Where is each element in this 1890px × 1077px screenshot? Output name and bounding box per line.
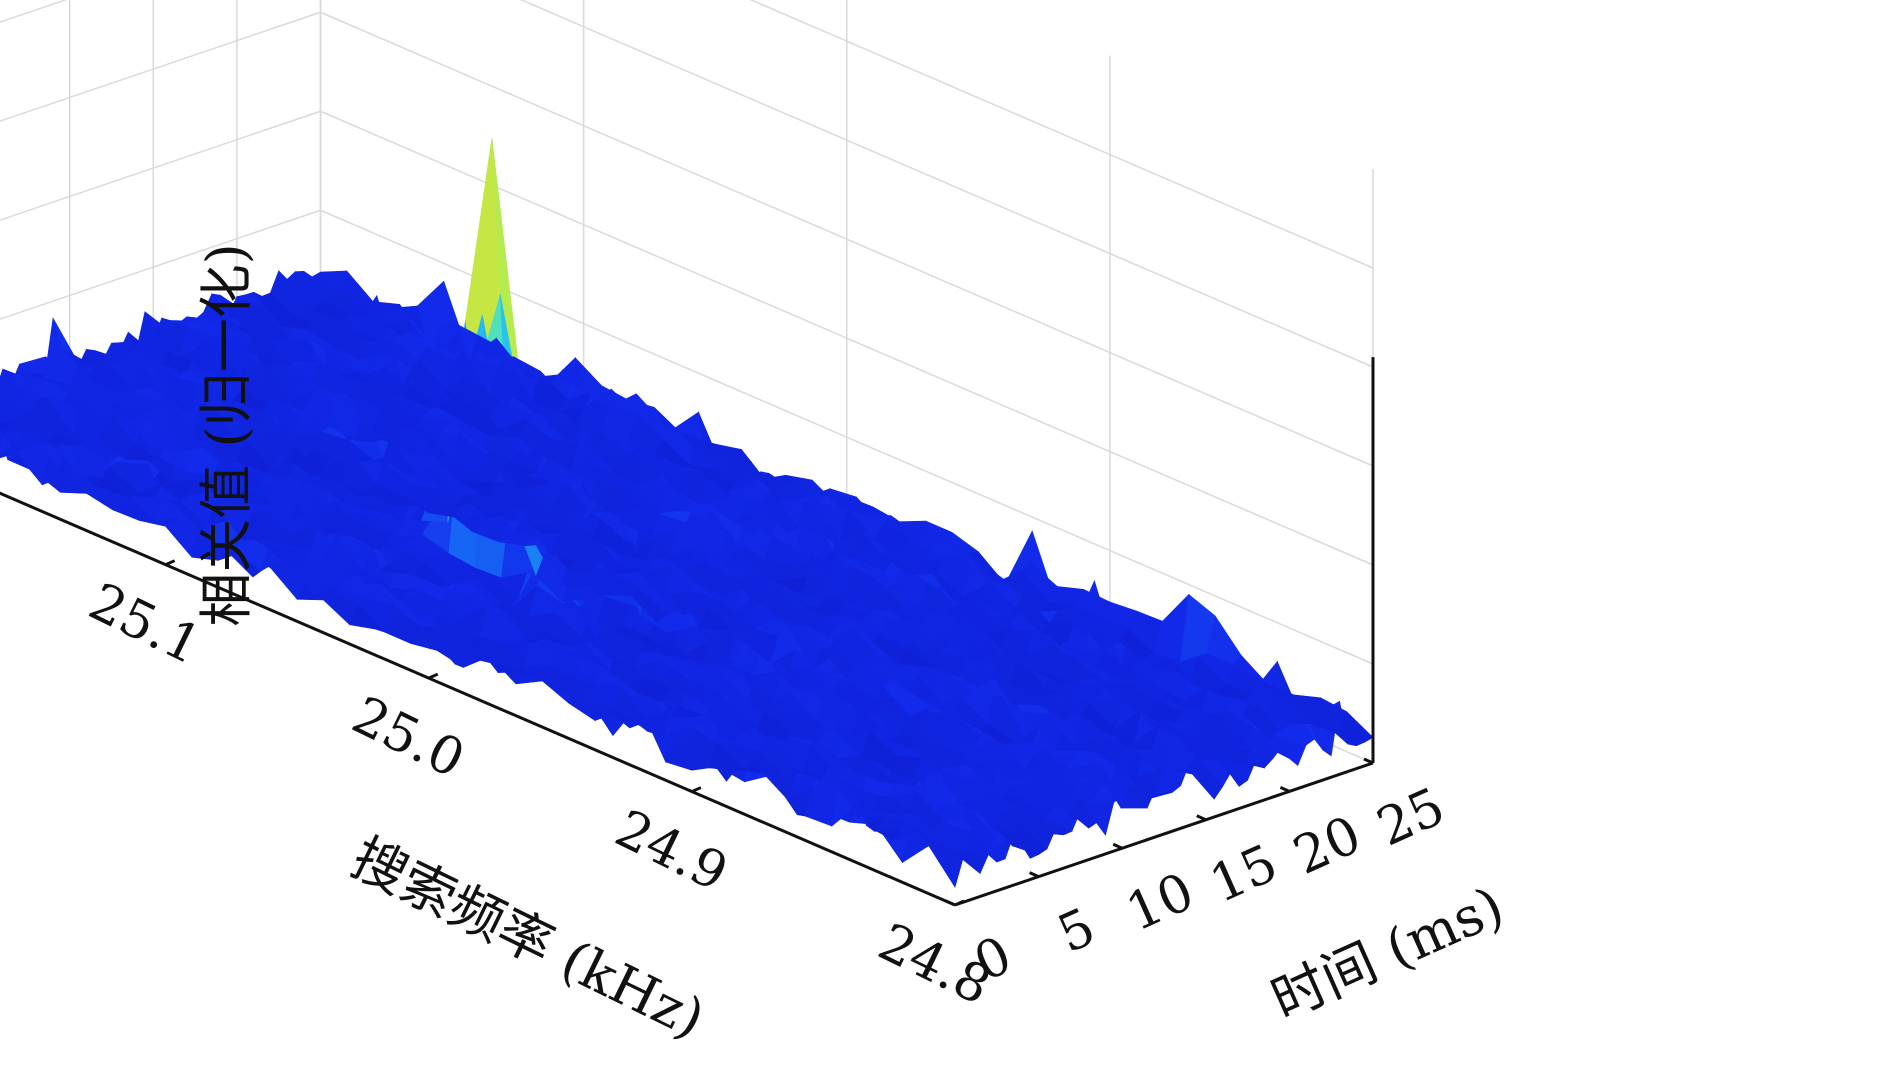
- time-tick-mark-2: [1112, 842, 1123, 850]
- grid-line-z-2: [0, 110, 321, 221]
- frequency-tick-mark-1: [165, 559, 176, 567]
- time-tick-mark-3: [1196, 814, 1207, 822]
- x-axis-title: 时间 (ms): [1262, 874, 1513, 1032]
- surface-cell: [1337, 711, 1374, 743]
- frequency-tick-label: 24.9: [606, 799, 736, 904]
- time-axis-line: [954, 761, 1374, 907]
- z-axis-title: 相关值 (归一化): [195, 243, 258, 626]
- surface: [0, 138, 1374, 888]
- time-tick-mark-4: [1279, 786, 1291, 793]
- grid-line-z-3: [0, 11, 321, 122]
- frequency-tick-mark-2: [428, 672, 439, 680]
- time-tick-label: 25: [1369, 777, 1454, 859]
- time-tick-label: 20: [1285, 805, 1370, 887]
- surface-cell: [44, 317, 80, 387]
- grid-line-z-4: [0, 0, 68, 23]
- frequency-tick-label: 25.1: [80, 572, 210, 677]
- grid-line-z-1: [0, 209, 321, 320]
- frequency-tick-mark-3: [691, 786, 702, 793]
- frequency-tick-label: 24.8: [869, 912, 999, 1017]
- time-tick-label: 10: [1118, 862, 1203, 944]
- time-tick-mark-1: [1028, 871, 1040, 878]
- time-tick-mark-5: [1363, 757, 1374, 765]
- time-tick-label: 5: [1049, 897, 1104, 965]
- time-tick-mark-0: [945, 899, 956, 907]
- frequency-tick-label: 25.0: [343, 686, 473, 791]
- frequency-tick-mark-4: [954, 899, 965, 907]
- time-tick-label: 15: [1201, 833, 1286, 915]
